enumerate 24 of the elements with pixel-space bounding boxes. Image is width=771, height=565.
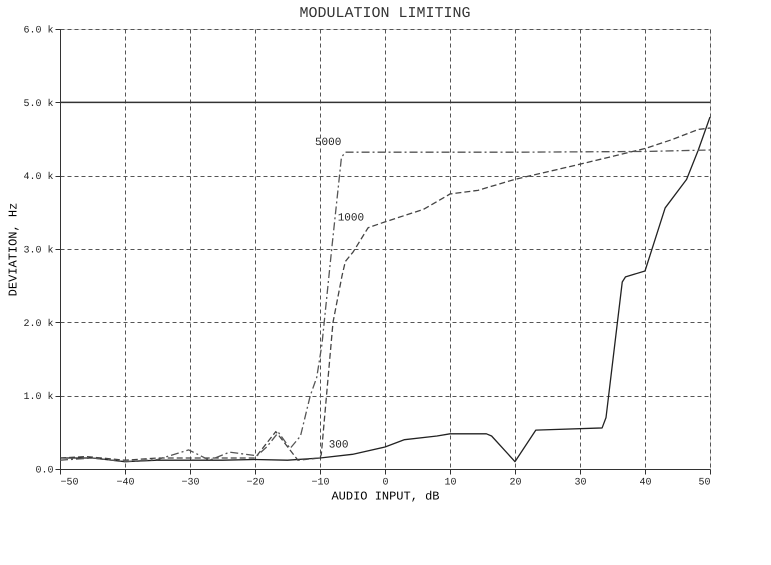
chart-title: MODULATION LIMITING <box>299 5 471 22</box>
y-tick-label: 4.0 k <box>23 171 54 184</box>
annotation: 300 <box>328 439 348 452</box>
x-tick-label: −40 <box>116 478 135 488</box>
y-tick-label: 0.0 <box>35 466 54 476</box>
x-tick-label: 30 <box>574 478 587 488</box>
x-tick-label: 0 <box>382 478 389 488</box>
y-tick-label: 3.0 k <box>23 244 54 256</box>
x-tick-label: 50 <box>698 478 710 488</box>
x-tick-label: 10 <box>444 478 457 488</box>
x-tick-label: −50 <box>60 478 79 488</box>
x-tick-label: −20 <box>246 478 265 488</box>
x-tick-label: −10 <box>311 478 330 488</box>
y-tick-label: 1.0 k <box>23 391 54 404</box>
x-tick-label: −30 <box>181 478 200 488</box>
annotation: 1000 <box>338 212 364 225</box>
y-tick-label: 5.0 k <box>23 98 54 110</box>
y-tick-label: 2.0 k <box>23 318 54 330</box>
x-tick-label: 20 <box>509 478 522 488</box>
x-tick-label: 40 <box>639 478 652 488</box>
x-axis-title: AUDIO INPUT, dB <box>331 490 440 504</box>
y-axis-title: DEVIATION, Hz <box>6 202 20 296</box>
y-tick-label: 6.0 k <box>23 24 54 36</box>
annotation: 5000 <box>314 137 342 150</box>
